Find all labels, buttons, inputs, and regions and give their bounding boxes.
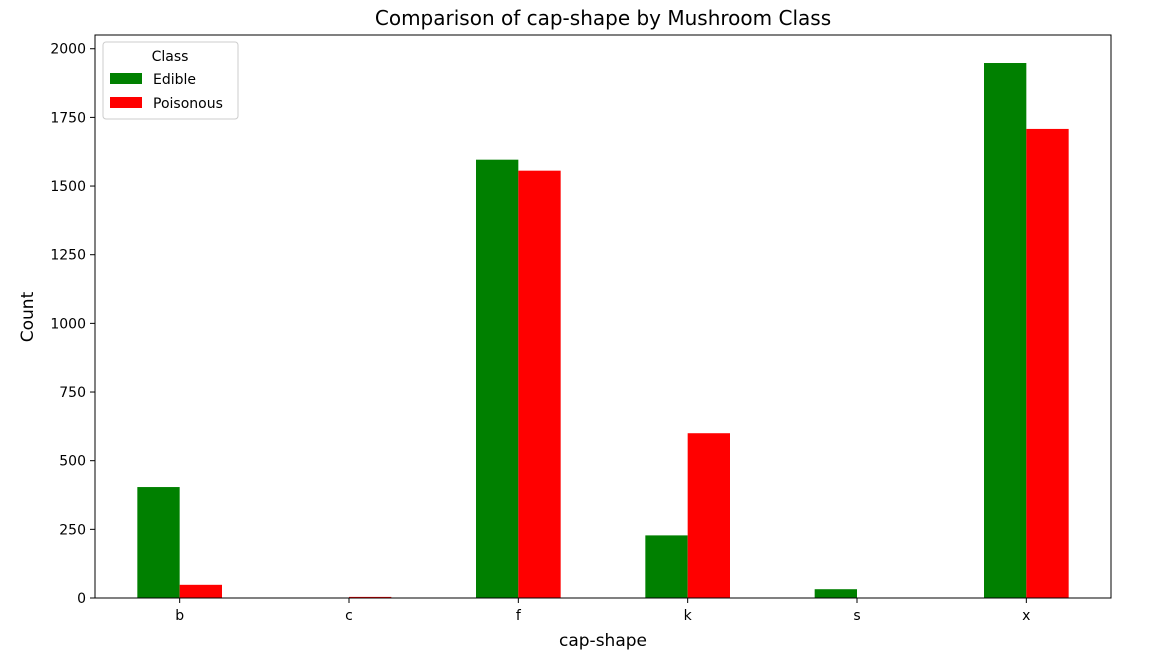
bar-poisonous-f <box>518 170 561 599</box>
bar-edible-b <box>137 487 180 598</box>
y-axis-label: Count <box>18 291 38 342</box>
chart-title: Comparison of cap-shape by Mushroom Clas… <box>375 6 831 30</box>
x-tick-label: b <box>175 608 184 624</box>
bar-poisonous-c <box>349 596 392 598</box>
y-tick-label: 1250 <box>50 248 86 264</box>
plot-frame <box>94 34 1112 599</box>
y-tick-label: 2000 <box>50 42 86 58</box>
bar-poisonous-k <box>687 433 730 598</box>
bar-edible-f <box>476 159 519 598</box>
bar-poisonous-b <box>179 584 222 598</box>
x-tick-label: k <box>684 608 693 624</box>
bar-poisonous-x <box>1026 128 1069 599</box>
y-tick-label: 500 <box>59 454 86 470</box>
bar-edible-s <box>814 589 857 598</box>
bar-edible-x <box>984 63 1027 598</box>
y-tick-label: 1000 <box>50 316 86 332</box>
legend-label-poisonous: Poisonous <box>153 96 223 112</box>
x-tick-label: f <box>516 608 522 624</box>
axes <box>94 34 1112 599</box>
legend-swatch-poisonous <box>110 97 142 108</box>
legend-swatch-edible <box>110 73 142 84</box>
x-axis-label: cap-shape <box>559 631 647 651</box>
y-tick-label: 1500 <box>50 179 86 195</box>
x-tick-label: s <box>853 608 860 624</box>
y-tick-label: 750 <box>59 385 86 401</box>
y-tick-label: 1750 <box>50 110 86 126</box>
x-tick-label: x <box>1022 608 1030 624</box>
ticks: 0 250 500 750 1000 1250 1500 1750 2000 b c f k s x <box>50 42 1030 624</box>
legend-title: Class <box>152 49 189 65</box>
legend: Class Edible Poisonous <box>102 41 239 120</box>
y-tick-label: 0 <box>77 591 86 607</box>
legend-label-edible: Edible <box>153 72 196 88</box>
y-tick-label: 250 <box>59 522 86 538</box>
bars <box>137 63 1069 599</box>
x-tick-label: c <box>345 608 353 624</box>
bar-edible-k <box>645 535 688 598</box>
